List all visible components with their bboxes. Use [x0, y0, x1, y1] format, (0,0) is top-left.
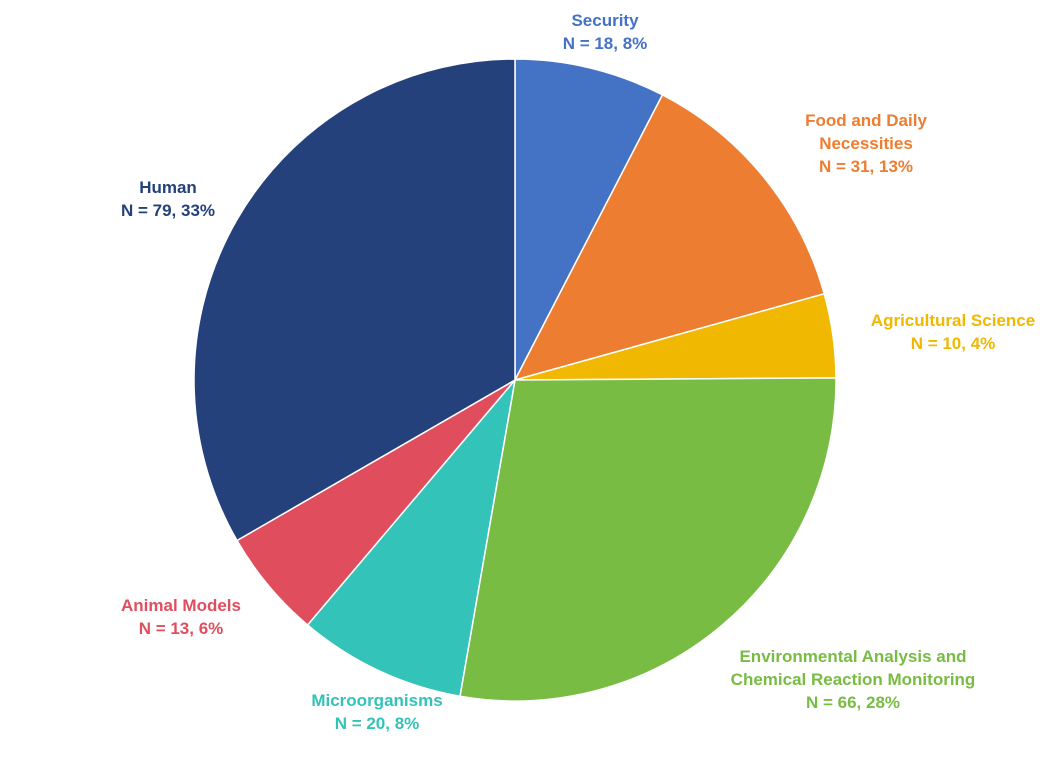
- slice-name-label: Necessities: [819, 134, 913, 153]
- slice-name-label: Food and Daily: [805, 111, 927, 130]
- slice-label: Environmental Analysis and Chemical React…: [731, 647, 976, 712]
- slice-label: Agricultural Science N = 10, 4%: [871, 311, 1035, 353]
- slice-name-label: Security: [571, 11, 639, 30]
- slice-count-label: N = 79, 33%: [121, 201, 215, 220]
- slice-name-label: Human: [139, 178, 197, 197]
- pie-slice-microorganisms: [306, 377, 517, 698]
- pie-slices: [193, 58, 837, 702]
- slice-name-label: Environmental Analysis and: [739, 647, 966, 666]
- slice-name-label: Chemical Reaction Monitoring: [731, 670, 976, 689]
- pie-slice-food-and-daily-necessities: [513, 93, 826, 382]
- slice-label: Microorganisms N = 20, 8%: [311, 691, 442, 733]
- slice-label: Food and Daily Necessities N = 31, 13%: [805, 111, 927, 176]
- pie-slice-environmental-analysis-and-chemical-reaction-monitoring: [459, 377, 837, 702]
- slice-count-label: N = 10, 4%: [911, 334, 996, 353]
- pie-slice-human: [193, 58, 516, 542]
- slice-count-label: N = 31, 13%: [819, 157, 913, 176]
- slice-count-label: N = 18, 8%: [563, 34, 648, 53]
- slice-name-label: Microorganisms: [311, 691, 442, 710]
- slice-name-label: Agricultural Science: [871, 311, 1035, 330]
- slice-label: Animal Models N = 13, 6%: [121, 596, 241, 638]
- slice-label: Human N = 79, 33%: [121, 178, 215, 220]
- pie-slice-security: [514, 58, 664, 381]
- slice-name-label: Animal Models: [121, 596, 241, 615]
- slice-label: Security N = 18, 8%: [563, 11, 648, 53]
- slice-count-label: N = 66, 28%: [806, 693, 900, 712]
- slice-count-label: N = 20, 8%: [335, 714, 420, 733]
- slice-count-label: N = 13, 6%: [139, 619, 224, 638]
- pie-labels: Security N = 18, 8% Food and Daily Necessit…: [121, 11, 1035, 733]
